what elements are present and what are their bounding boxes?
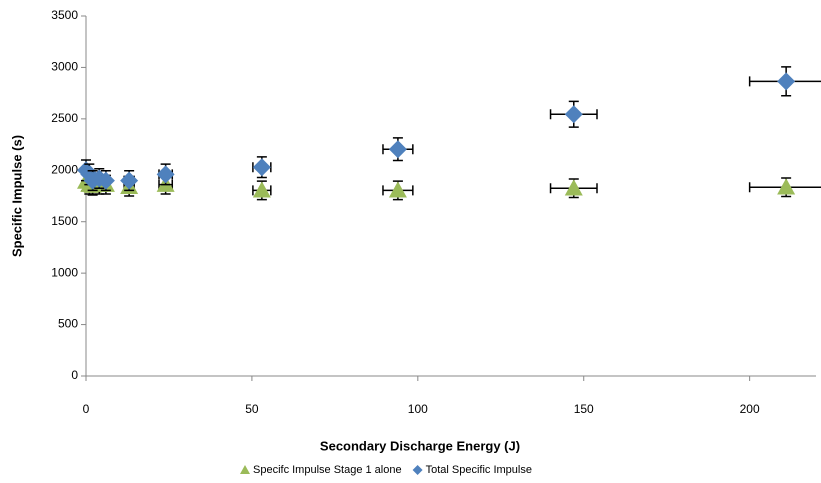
- legend-label: Total Specific Impulse: [426, 464, 532, 476]
- legend-marker: [412, 465, 423, 475]
- x-axis-title: Secondary Discharge Energy (J): [320, 438, 520, 453]
- point: [120, 171, 139, 190]
- x-tick-label: 50: [245, 402, 259, 416]
- point: [252, 181, 271, 198]
- y-axis-title: Specific Impulse (s): [9, 135, 24, 257]
- y-tick-label: 1000: [51, 265, 78, 279]
- x-tick-label: 200: [740, 402, 760, 416]
- point: [388, 181, 407, 198]
- y-tick-label: 0: [71, 368, 78, 382]
- x-tick-label: 150: [574, 402, 594, 416]
- legend-marker: [240, 465, 250, 474]
- point: [388, 140, 407, 159]
- point: [252, 158, 271, 177]
- point: [96, 171, 115, 190]
- legend-label: Specifc Impulse Stage 1 alone: [253, 464, 402, 476]
- y-tick-label: 2000: [51, 162, 78, 176]
- y-tick-label: 3500: [51, 8, 78, 22]
- point: [777, 72, 796, 91]
- point: [564, 179, 583, 196]
- x-tick-label: 100: [408, 402, 428, 416]
- y-tick-label: 1500: [51, 214, 78, 228]
- y-tick-label: 2500: [51, 111, 78, 125]
- y-tick-label: 500: [58, 317, 78, 331]
- point: [156, 165, 175, 184]
- x-tick-label: 0: [83, 402, 90, 416]
- point: [777, 178, 796, 195]
- point: [564, 105, 583, 124]
- y-tick-label: 3000: [51, 60, 78, 74]
